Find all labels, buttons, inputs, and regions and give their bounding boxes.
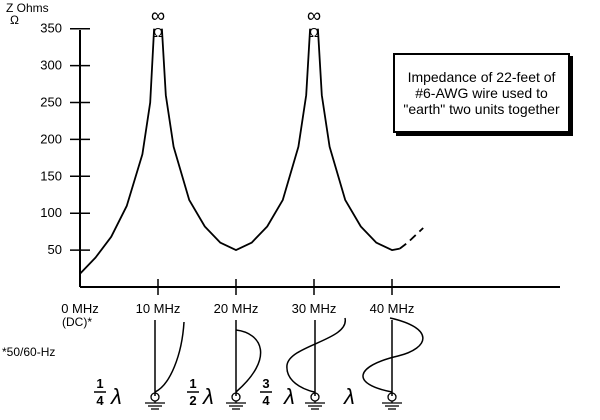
svg-text:3: 3 xyxy=(262,376,269,391)
wave-diagram-full xyxy=(362,317,424,396)
svg-text:2: 2 xyxy=(189,393,196,408)
label-full-lambda: λ xyxy=(343,384,355,409)
ground-symbols xyxy=(145,392,402,410)
y-ticks: 50 100 150 200 250 300 350 xyxy=(40,21,90,257)
x-tick-label: 20 MHz xyxy=(214,301,259,316)
y-tick-label: 50 xyxy=(48,242,62,257)
y-tick-label: 300 xyxy=(40,58,62,73)
impedance-line-extrapolated xyxy=(399,227,424,250)
annotation-text: Impedance of 22-feet of #6-AWG wire used… xyxy=(403,69,560,117)
svg-text:λ: λ xyxy=(202,384,214,409)
wave-diagram-three-quarter xyxy=(286,317,346,396)
footnote: *50/60-Hz xyxy=(2,345,55,359)
wave-diagram-quarter xyxy=(154,320,185,396)
label-quarter-lambda: 1 4 λ xyxy=(94,376,122,409)
impedance-line xyxy=(161,28,311,251)
x-tick-label: 30 MHz xyxy=(292,301,337,316)
infinity-unit: Ω xyxy=(309,25,319,40)
x-ticks: 0 MHz 10 MHz 20 MHz 30 MHz 40 MHz xyxy=(61,279,414,316)
impedance-curves xyxy=(79,28,424,275)
svg-text:4: 4 xyxy=(96,393,104,408)
y-tick-label: 150 xyxy=(40,168,62,183)
infinity-labels: ∞Ω∞Ω xyxy=(151,5,321,40)
annotation-box: Impedance of 22-feet of #6-AWG wire used… xyxy=(393,53,570,133)
svg-text:λ: λ xyxy=(283,384,295,409)
impedance-line xyxy=(79,28,155,275)
infinity-unit: Ω xyxy=(153,25,163,40)
svg-text:λ: λ xyxy=(110,384,122,409)
svg-text:1: 1 xyxy=(96,376,103,391)
infinity-symbol: ∞ xyxy=(307,5,321,27)
impedance-line xyxy=(317,28,400,251)
y-axis-title: Z Ohms xyxy=(6,1,49,15)
svg-text:1: 1 xyxy=(189,376,196,391)
infinity-symbol: ∞ xyxy=(151,5,165,27)
label-half-lambda: 1 2 λ xyxy=(187,376,214,409)
dc-label: (DC)* xyxy=(62,315,92,329)
svg-text:4: 4 xyxy=(262,393,270,408)
y-tick-label: 100 xyxy=(40,205,62,220)
label-three-quarter-lambda: 3 4 λ xyxy=(260,376,295,409)
y-axis-unit: Ω xyxy=(10,13,19,27)
x-tick-label: 40 MHz xyxy=(370,301,415,316)
y-tick-label: 350 xyxy=(40,21,62,36)
y-tick-label: 200 xyxy=(40,131,62,146)
wavelength-labels: 1 4 λ 1 2 λ 3 4 λ λ xyxy=(94,376,355,409)
wave-diagram-half xyxy=(235,320,262,396)
svg-text:λ: λ xyxy=(343,384,355,409)
x-tick-label: 10 MHz xyxy=(136,301,181,316)
x-tick-label: 0 MHz xyxy=(61,301,99,316)
y-tick-label: 250 xyxy=(40,95,62,110)
